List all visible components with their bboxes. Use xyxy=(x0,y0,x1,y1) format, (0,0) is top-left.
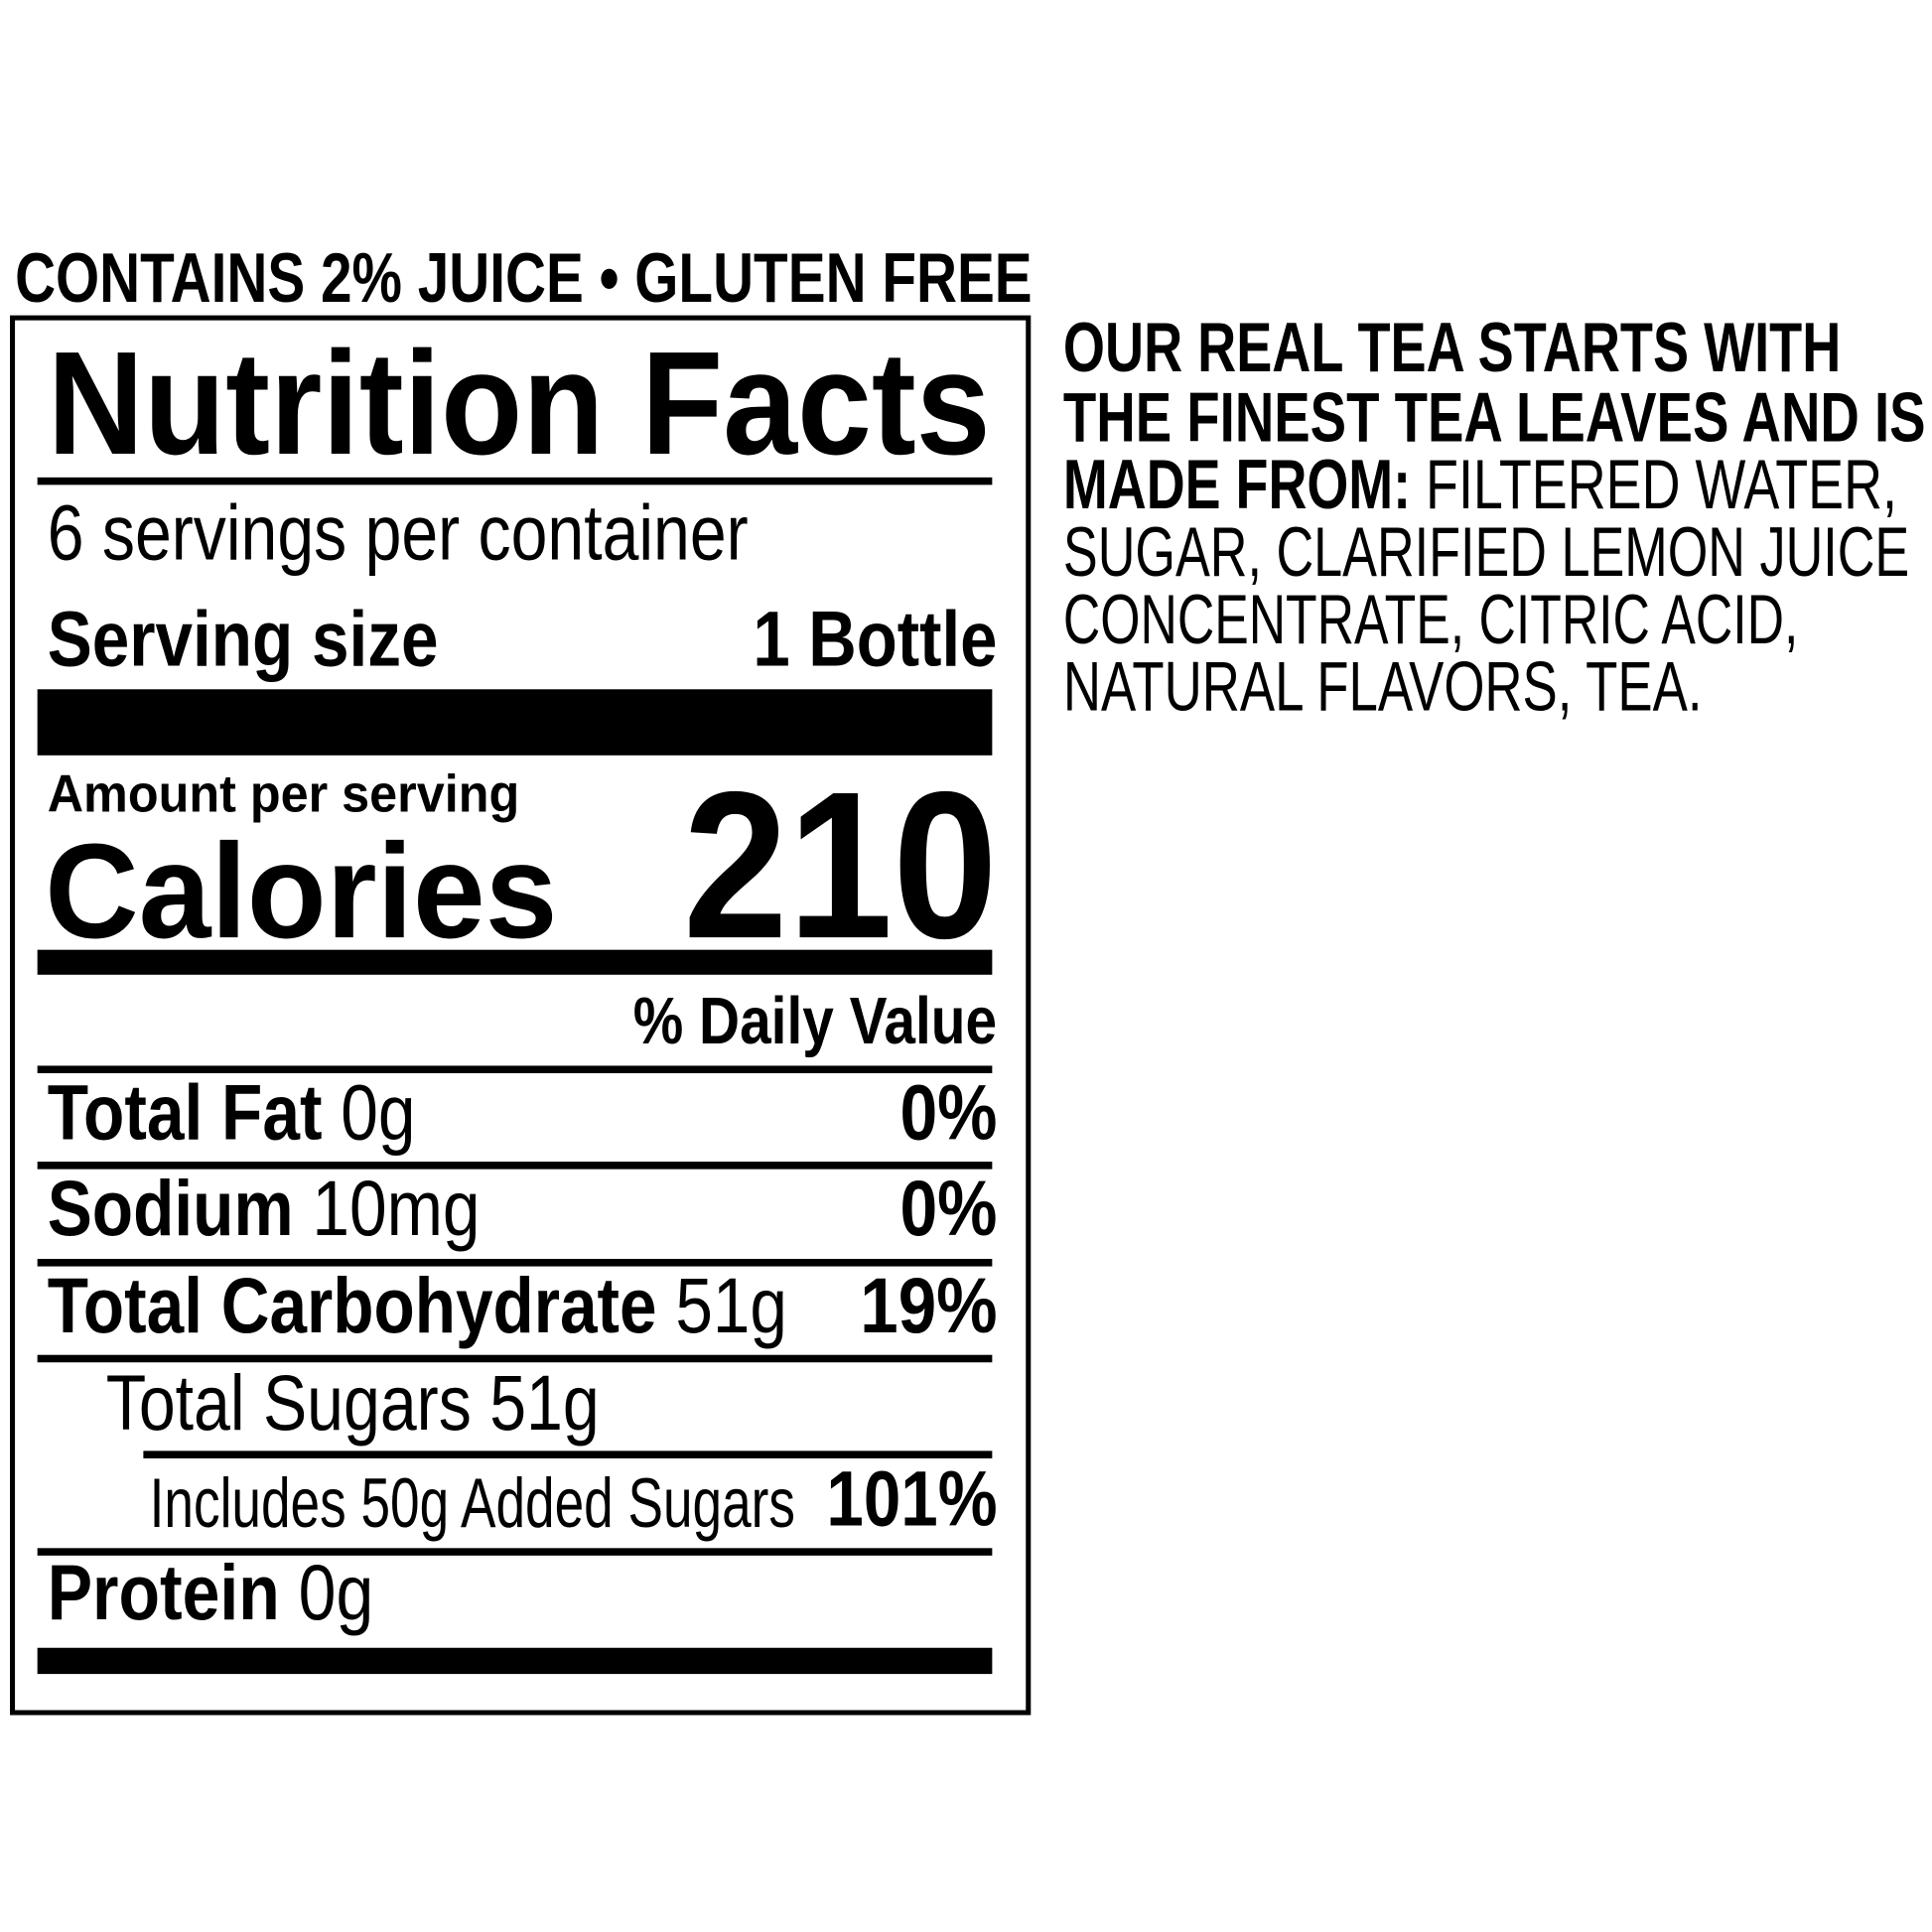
row-sodium: Sodium 10mg xyxy=(48,1170,481,1249)
ingredients-text: SUGAR, CLARIFIED LEMON JUICE xyxy=(1062,512,1910,592)
divider xyxy=(37,1354,993,1363)
ingredients-line: OUR REAL TEA STARTS WITH xyxy=(1063,312,1841,382)
row-added-sugars: Includes 50g Added Sugars xyxy=(149,1462,795,1543)
nutrient-label: Protein xyxy=(47,1549,280,1637)
nutrient-label: Total Fat xyxy=(47,1069,323,1158)
row-protein: Protein 0g xyxy=(48,1554,374,1633)
divider xyxy=(37,1548,993,1556)
ingredients-line: MADE FROM: FILTERED WATER, xyxy=(1063,450,1897,519)
divider xyxy=(37,477,993,485)
nutrient-label: Sodium xyxy=(47,1165,294,1253)
dv-total-carbohydrate: 19% xyxy=(860,1262,998,1350)
row-total-sugars: Total Sugars 51g xyxy=(105,1359,600,1448)
divider xyxy=(143,1450,993,1458)
dv-sodium: 0% xyxy=(899,1165,998,1253)
daily-value-header: % Daily Value xyxy=(633,984,998,1058)
ingredients-bold-text: MADE FROM: xyxy=(1062,445,1412,524)
nutrient-amount: 51g xyxy=(675,1262,787,1350)
product-claims: CONTAINS 2% JUICE • GLUTEN FREE xyxy=(15,237,1033,317)
ingredients-line: SUGAR, CLARIFIED LEMON JUICE xyxy=(1063,516,1909,587)
ingredients-bold-text: OUR REAL TEA STARTS WITH xyxy=(1062,308,1842,387)
bottom-bar xyxy=(37,1647,993,1675)
nutrition-facts-title: Nutrition Facts xyxy=(47,321,991,486)
ingredients-text: CONCENTRATE, CITRIC ACID, xyxy=(1062,579,1799,658)
ingredients-text: FILTERED WATER, xyxy=(1411,445,1897,524)
ingredients-line: NATURAL FLAVORS, TEA. xyxy=(1063,651,1703,722)
medium-divider xyxy=(37,949,993,975)
ingredients-line: CONCENTRATE, CITRIC ACID, xyxy=(1063,584,1798,654)
calories-value: 210 xyxy=(682,748,998,983)
serving-size-label: Serving size xyxy=(47,596,439,684)
nutrient-label: Total Carbohydrate xyxy=(47,1262,657,1350)
nutrient-amount: 10mg xyxy=(312,1165,481,1253)
nutrient-amount: 0g xyxy=(341,1069,416,1158)
nutrition-facts-panel xyxy=(10,315,1032,1716)
thick-divider xyxy=(37,689,993,756)
dv-total-fat: 0% xyxy=(899,1069,998,1158)
divider xyxy=(37,1065,993,1073)
calories-label: Calories xyxy=(45,815,558,966)
amount-per-serving: Amount per serving xyxy=(47,763,520,823)
divider xyxy=(37,1259,993,1267)
serving-size-value: 1 Bottle xyxy=(753,596,998,684)
row-total-fat: Total Fat 0g xyxy=(48,1074,416,1153)
nutrient-amount: 0g xyxy=(298,1549,374,1637)
row-total-carbohydrate: Total Carbohydrate 51g xyxy=(48,1267,787,1346)
ingredients-text: NATURAL FLAVORS, TEA. xyxy=(1062,646,1703,726)
ingredients-line: THE FINEST TEA LEAVES AND IS xyxy=(1063,382,1926,452)
servings-per-container: 6 servings per container xyxy=(47,489,749,578)
dv-added-sugars: 101% xyxy=(826,1455,998,1544)
divider xyxy=(37,1162,993,1170)
ingredients-bold-text: THE FINEST TEA LEAVES AND IS xyxy=(1062,377,1926,457)
